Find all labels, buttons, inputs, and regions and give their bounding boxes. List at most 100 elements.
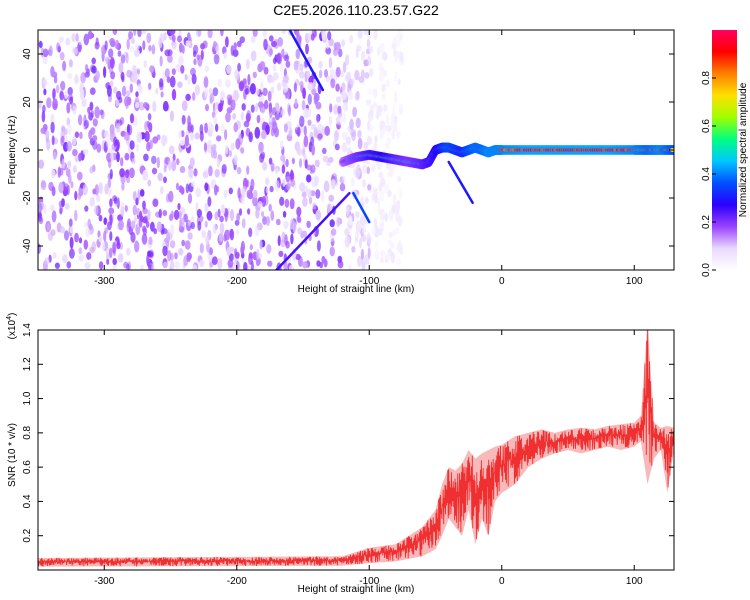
noise-speckle [282,178,286,188]
noise-speckle [362,227,367,234]
noise-speckle [217,102,224,112]
noise-speckle [378,182,383,192]
noise-speckle [193,58,197,66]
noise-speckle [361,50,366,61]
noise-speckle [98,214,103,222]
noise-speckle [306,174,312,183]
noise-speckle [322,155,329,163]
noise-speckle [163,165,167,173]
noise-speckle [393,227,400,235]
noise-speckle [293,82,297,93]
noise-speckle [219,222,225,234]
snr-x-tick-label: 0 [499,576,505,587]
noise-speckle [43,203,47,214]
noise-speckle [72,165,77,173]
noise-speckle [281,108,286,117]
colorbar-tick-label: 0.2 [701,215,712,229]
noise-speckle [170,210,174,219]
noise-speckle [283,123,288,133]
noise-speckle [84,71,90,78]
noise-speckle [397,33,401,45]
noise-speckle [192,264,198,270]
noise-speckle [259,239,263,250]
noise-speckle [171,159,177,172]
noise-speckle [68,59,73,68]
noise-speckle [207,139,212,150]
noise-speckle [109,231,113,242]
noise-speckle [55,84,60,94]
noise-speckle [337,260,344,269]
noise-speckle [50,121,55,134]
noise-speckle [109,152,115,162]
noise-speckle [233,122,239,133]
noise-speckle [147,179,152,187]
noise-speckle [328,115,332,126]
noise-speckle [229,209,235,221]
noise-speckle [274,110,281,121]
noise-speckle [84,221,88,228]
noise-speckle [357,137,363,150]
noise-speckle [204,220,208,228]
noise-speckle [250,104,255,113]
noise-speckle [180,186,185,195]
noise-speckle [86,252,92,260]
noise-speckle [207,30,213,39]
noise-speckle [328,57,333,69]
noise-speckle [335,96,342,103]
noise-speckle [366,135,373,145]
noise-speckle [316,240,321,252]
noise-speckle [337,105,342,115]
noise-speckle [367,232,371,240]
colorbar-ticks: 0.0 0.2 0.4 0.6 0.8 [701,71,716,277]
noise-speckle [69,226,74,234]
noise-speckle [302,197,308,207]
snr-scale-label: (x104) [6,313,18,340]
noise-speckle [371,163,376,172]
noise-speckle [218,232,224,242]
noise-speckle [308,196,313,205]
noise-speckle [282,75,289,84]
noise-speckle [43,88,47,96]
noise-speckle [163,176,167,184]
noise-speckle [396,209,400,216]
noise-speckle [204,202,209,213]
noise-speckle [130,231,136,243]
noise-speckle [108,48,114,58]
noise-speckle [107,188,112,196]
noise-speckle [197,30,202,37]
noise-speckle [355,117,361,129]
noise-speckle [263,66,269,75]
noise-speckle [237,62,242,72]
spectrogram-y-tick-label: 20 [22,96,33,108]
noise-speckle [50,229,56,236]
noise-speckle [185,40,191,47]
noise-speckle [109,214,113,226]
noise-speckle [306,70,311,79]
noise-speckle [392,193,397,205]
noise-speckle [357,130,362,138]
noise-speckle [41,110,46,123]
snr-envelope [38,330,674,567]
noise-speckle [129,140,135,150]
noise-speckle [370,124,374,132]
noise-speckle [253,190,258,199]
noise-speckle [223,233,227,242]
noise-speckle [72,149,78,157]
noise-speckle [208,165,213,177]
colorbar-tick-label: 0.4 [701,167,712,181]
noise-speckle [87,30,93,40]
noise-speckle [336,216,341,228]
noise-speckle [92,140,98,150]
noise-speckle [378,172,384,179]
noise-speckle [250,260,254,270]
noise-speckle [112,30,118,36]
noise-speckle [155,87,159,95]
noise-speckle [62,128,68,136]
noise-speckle [377,206,381,215]
noise-speckle [94,184,99,196]
noise-speckle [92,135,98,142]
noise-speckle [322,147,327,155]
noise-speckle [95,70,100,81]
noise-speckle [394,90,397,101]
noise-speckle [167,250,172,262]
